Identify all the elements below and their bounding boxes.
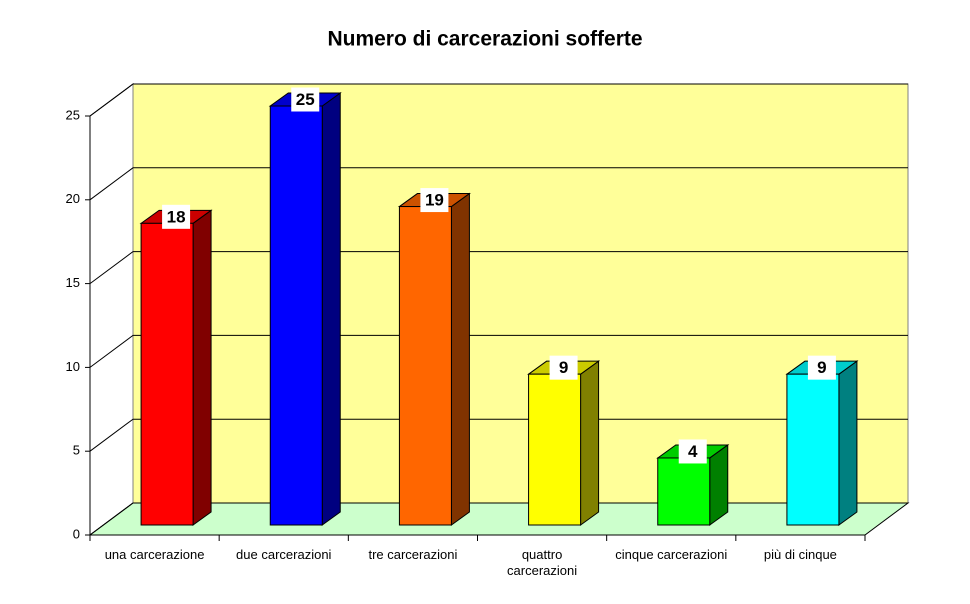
x-tick-label: tre carcerazioni [368, 547, 458, 562]
bar [268, 92, 342, 526]
floor [88, 502, 910, 536]
grid-line [89, 418, 908, 452]
x-tick-label: una carcerazione [104, 547, 205, 562]
value-label: 19 [425, 191, 444, 210]
y-tick-label: 20 [66, 191, 80, 206]
grid-line [89, 502, 908, 536]
x-tick-label: cinque carcerazioni [615, 547, 728, 562]
bar [527, 360, 601, 526]
bar-front [398, 206, 452, 526]
y-tick-label: 25 [66, 107, 80, 122]
value-label-bg [549, 355, 578, 380]
value-label: 25 [296, 90, 315, 109]
bar [785, 360, 859, 526]
y-tick-label: 5 [73, 443, 80, 458]
x-tick-label: quattro carcerazioni [507, 547, 578, 578]
bar [139, 209, 213, 526]
y-tick-label: 10 [66, 359, 80, 374]
bar-front [657, 457, 711, 526]
value-label: 9 [817, 358, 826, 377]
value-label: 4 [688, 442, 698, 461]
bar [656, 443, 730, 526]
bar-side [192, 209, 212, 526]
chart-title: Numero di carcerazioni sofferte [327, 28, 642, 51]
bar-side [321, 92, 341, 526]
value-label: 9 [559, 358, 568, 377]
bar-front [786, 373, 840, 526]
grid-line [89, 167, 908, 201]
bar [397, 192, 471, 526]
bar-side [838, 360, 858, 526]
x-tick-label: più di cinque [763, 547, 837, 562]
value-label-bg [162, 204, 191, 229]
bar-front [269, 105, 323, 526]
bar-front [528, 373, 582, 526]
value-label-bg [678, 439, 707, 464]
grid-line [89, 251, 908, 285]
bar-side [709, 443, 729, 526]
grid-line [89, 334, 908, 368]
bar-side [450, 192, 470, 526]
value-label-bg [420, 188, 449, 213]
grid-line [89, 83, 908, 117]
bar-front [140, 222, 194, 526]
x-tick-label: due carcerazioni [236, 547, 332, 562]
y-tick-label: 15 [66, 275, 80, 290]
left-wall [89, 83, 134, 536]
y-tick-label: 0 [73, 526, 80, 541]
value-label: 18 [167, 207, 186, 226]
value-label-bg [807, 355, 836, 380]
value-label-bg [291, 87, 320, 112]
bar-side [580, 360, 600, 526]
